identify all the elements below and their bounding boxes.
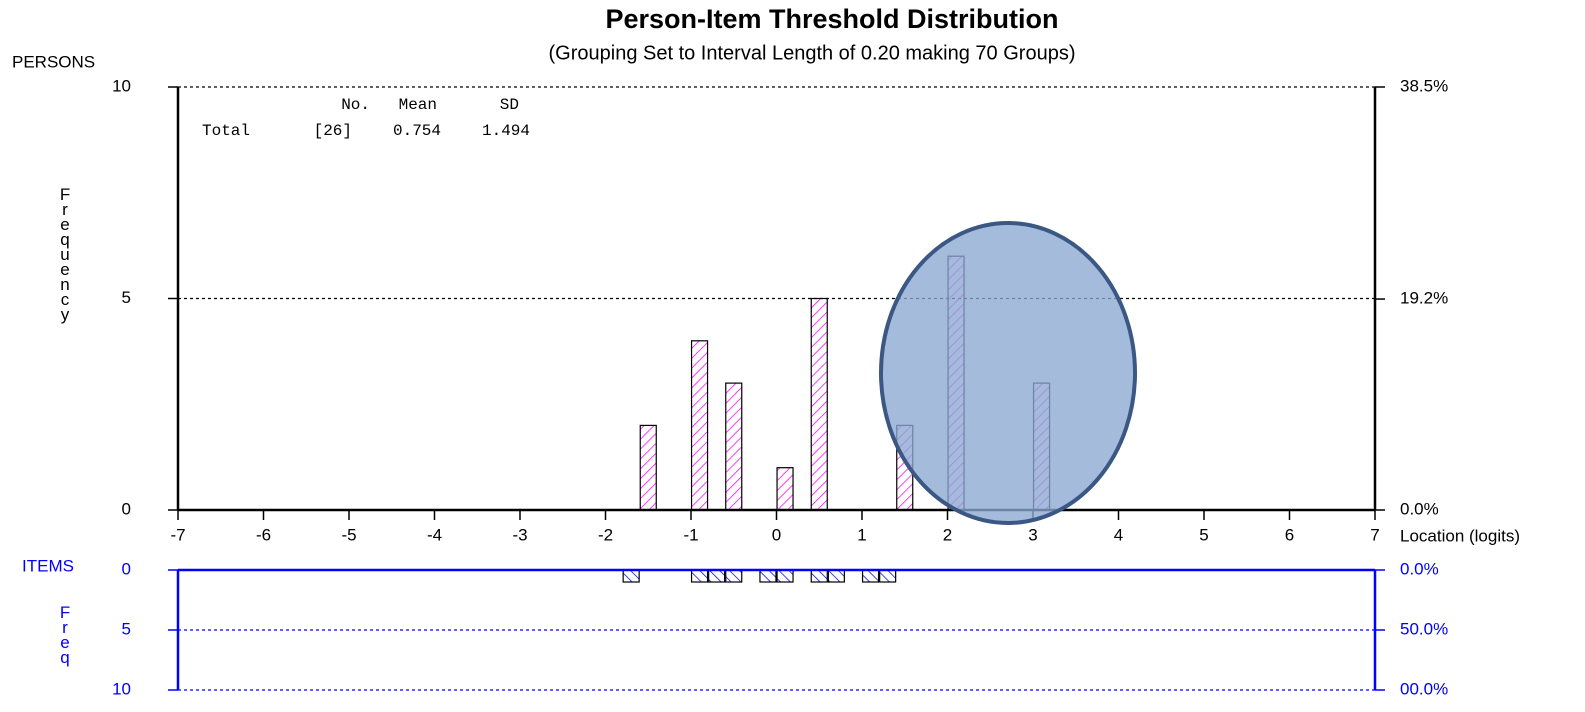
x-tick-label: -7 xyxy=(170,525,185,544)
bar xyxy=(861,569,880,583)
y-tick-label: 5 xyxy=(122,288,131,307)
x-tick-label: 2 xyxy=(943,525,952,544)
y2-tick-label: 0.0% xyxy=(1400,499,1439,518)
chart-subtitle: (Grouping Set to Interval Length of 0.20… xyxy=(549,42,1076,64)
bar xyxy=(810,569,828,583)
y-tick-label: 0 xyxy=(122,499,131,518)
y-axis-label: Freq xyxy=(56,603,75,666)
y2-tick-label: 38.5% xyxy=(1400,76,1448,95)
x-tick-label: -3 xyxy=(512,525,527,544)
y-tick-label: 10 xyxy=(112,679,131,698)
y-axis-label: Frequency xyxy=(56,185,75,323)
y2-tick-label: 0.0% xyxy=(1400,559,1439,578)
x-tick-label: 1 xyxy=(857,525,866,544)
highlight-ellipse xyxy=(879,221,1137,525)
bar xyxy=(776,569,794,583)
bar xyxy=(725,382,743,511)
x-tick-label: -1 xyxy=(683,525,698,544)
y2-tick-label: 00.0% xyxy=(1400,679,1448,698)
bar xyxy=(759,569,777,583)
y2-tick-label: 19.2% xyxy=(1400,289,1448,308)
bar xyxy=(827,569,845,583)
stats-header: SD xyxy=(500,96,519,114)
stats-value: 0.754 xyxy=(393,122,441,140)
x-tick-label: -4 xyxy=(427,525,442,544)
bar xyxy=(690,340,709,511)
y2-tick-label: 50.0% xyxy=(1400,619,1448,638)
x-axis-label: Location (logits) xyxy=(1400,526,1520,545)
x-tick-label: -5 xyxy=(341,525,356,544)
bar xyxy=(879,569,897,583)
stats-header: Mean xyxy=(399,96,437,114)
x-tick-label: -6 xyxy=(256,525,271,544)
chart-title: Person-Item Threshold Distribution xyxy=(605,4,1058,34)
bar xyxy=(622,569,640,583)
x-tick-label: -2 xyxy=(598,525,613,544)
stats-value: 1.494 xyxy=(482,122,530,140)
x-tick-label: 6 xyxy=(1285,525,1294,544)
y-tick-label: 5 xyxy=(122,619,131,638)
bar xyxy=(725,569,743,583)
bar xyxy=(690,569,709,583)
x-tick-label: 4 xyxy=(1114,525,1123,544)
stats-header: No. xyxy=(341,96,370,114)
bar xyxy=(639,424,657,511)
stats-row-label: Total xyxy=(202,122,250,140)
bar xyxy=(776,467,794,511)
x-tick-label: 5 xyxy=(1199,525,1208,544)
y-tick-label: 0 xyxy=(122,559,131,578)
y-tick-label: 10 xyxy=(112,76,131,95)
x-tick-label: 3 xyxy=(1028,525,1037,544)
y-axis-title: PERSONS xyxy=(12,52,95,71)
y-axis-title: ITEMS xyxy=(22,556,74,575)
x-tick-label: 7 xyxy=(1370,525,1379,544)
x-tick-label: 0 xyxy=(772,525,781,544)
stats-value: [26] xyxy=(314,122,352,140)
bar xyxy=(708,569,726,583)
bar xyxy=(810,297,828,511)
